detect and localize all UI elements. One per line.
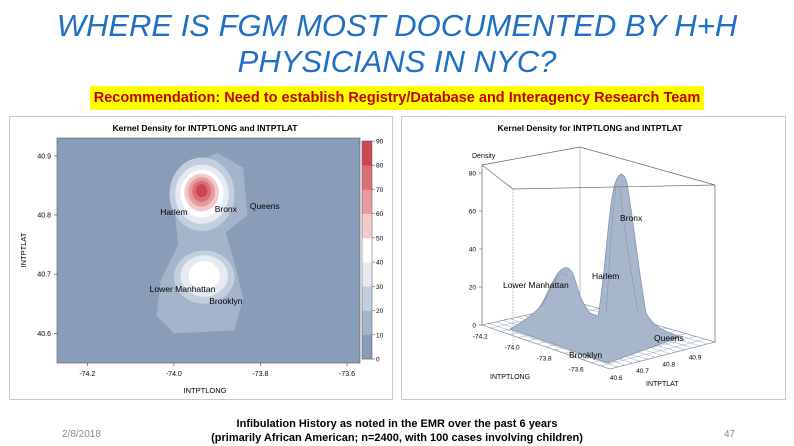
colorbar-frame [361,140,373,360]
slide-title-line2: PHYSICIANS IN NYC? [237,44,557,79]
surface-x-tick-label: -73.6 [569,367,584,374]
heatmap-annotation-label: Lower Manhattan [150,284,216,294]
surface-y-tick-label: 40.7 [636,368,649,375]
surface-x-tick-label: -74.2 [473,334,488,341]
heatmap-annotations: Harlem Bronx Queens Lower Manhattan Brooklyn [150,201,280,306]
heatmap-x-tick-label: -73.8 [252,371,268,378]
surface-z-tick-label: 0 [472,323,476,330]
surface-annotation-label: Lower Manhattan [503,280,569,290]
surface-ridge-line [619,188,639,314]
colorbar-band [362,165,372,190]
surface-axes: 0 20 40 60 80 -74.2 -74.0 -73.8 -73.6 40.6 40.7 40.… [469,171,702,383]
footer-caption: Infibulation History as noted in the EMR… [0,417,794,445]
surface-box-front-top [481,164,716,190]
surface-z-label: Density [472,153,496,160]
surface-x-tick-label: -74.0 [505,345,520,352]
surface-mesh-line [609,341,716,370]
surface-annotation-label: Bronx [620,213,643,223]
surface-y-label: INTPTLAT [646,381,679,388]
surface-mesh-line [600,339,706,367]
heatmap-annotation-label: Bronx [215,204,238,214]
heatmap-contour-upper-80 [196,184,208,198]
colorbar-band [362,141,372,166]
colorbar-band [362,237,372,263]
heatmap-title: Kernel Density for INTPTLONG and INTPTLA… [113,123,299,133]
surface-z-tick-label: 80 [469,171,477,178]
heatmap-y-tick-label: 40.7 [37,272,51,279]
heatmap-x-tick-label: -74.2 [79,371,95,378]
surface-ridge-line [551,273,569,286]
colorbar-tick-label: 90 [376,139,384,146]
heatmap-x-label: INTPTLONG [184,386,227,395]
surface-x-label: INTPTLONG [490,374,530,381]
surface-annotations: Bronx Harlem Lower Manhattan Brooklyn Queens [503,213,684,360]
colorbar-tick-label: 40 [376,260,384,267]
heatmap-chart: Kernel Density for INTPTLONG and INTPTLA… [19,123,384,395]
heatmap-y-label: INTPTLAT [19,232,28,267]
heatmap-annotation-label: Harlem [160,207,187,217]
surface-z-tick-label: 20 [469,285,477,292]
slide-title-line1: WHERE IS FGM MOST DOCUMENTED BY H+H [56,8,738,43]
surface-y-tick-label: 40.6 [610,375,623,382]
colorbar-tick-label: 80 [376,163,384,170]
colorbar-band [362,189,372,214]
colorbar-band [362,334,372,360]
colorbar-band [362,310,372,336]
heatmap-axes: -74.2 -74.0 -73.8 -73.6 40.9 40.8 40.7 40.6 [37,153,355,378]
colorbar-tick-label: 20 [376,308,384,315]
colorbar-tick-label: 50 [376,235,384,242]
surface-density-peaks [509,174,682,364]
heatmap-annotation-label: Brooklyn [209,296,242,306]
colorbar-band [362,262,372,287]
footer-caption-line2: (primarily African American; n=2400, wit… [211,432,583,444]
surface-z-tick-label: 40 [469,247,477,254]
colorbar-tick-label: 30 [376,284,384,291]
heatmap-x-tick-label: -74.0 [166,371,182,378]
surface-x-tick-label: -73.8 [537,356,552,363]
surface-z-tick-label: 60 [469,209,477,216]
heatmap-colorbar: 90 80 70 60 50 40 30 20 10 0 [361,139,384,364]
surface-annotation-label: Queens [654,333,684,343]
surface-box-back-top [481,146,716,186]
heatmap-density-contours [156,152,248,334]
surface-ridge-line [541,276,561,308]
surface-y-tick-label: 40.8 [662,362,675,369]
heatmap-panel: Kernel Density for INTPTLONG and INTPTLA… [9,116,393,400]
colorbar-tick-label: 10 [376,332,384,339]
surface-ridge-line [605,188,617,314]
heatmap-y-tick-label: 40.6 [37,331,51,338]
heatmap-y-tick-label: 40.9 [37,153,51,160]
heatmap-x-tick-label: -73.6 [339,371,355,378]
colorbar-band [362,213,372,239]
surface-annotation-label: Harlem [592,271,619,281]
heatmap-y-tick-label: 40.8 [37,212,51,219]
surface-annotation-label: Brooklyn [569,350,602,360]
slide-page-number: 47 [724,429,736,440]
colorbar-tick-label: 60 [376,211,384,218]
surface-chart: Kernel Density for INTPTLONG and INTPTLA… [469,123,717,388]
colorbar-tick-label: 0 [376,357,380,364]
footer-caption-line1: Infibulation History as noted in the EMR… [236,418,558,430]
slide-date: 2/8/2018 [62,429,101,440]
heatmap-annotation-label: Queens [250,201,280,211]
surface-panel: Kernel Density for INTPTLONG and INTPTLA… [401,116,786,400]
recommendation-banner: Recommendation: Need to establish Regist… [90,86,704,110]
surface-mesh-lines [541,188,639,314]
colorbar-tick-label: 70 [376,187,384,194]
surface-y-tick-label: 40.9 [689,355,702,362]
surface-title: Kernel Density for INTPTLONG and INTPTLA… [498,123,684,133]
heatmap-contour-lower-40 [188,261,220,290]
colorbar-band [362,286,372,311]
